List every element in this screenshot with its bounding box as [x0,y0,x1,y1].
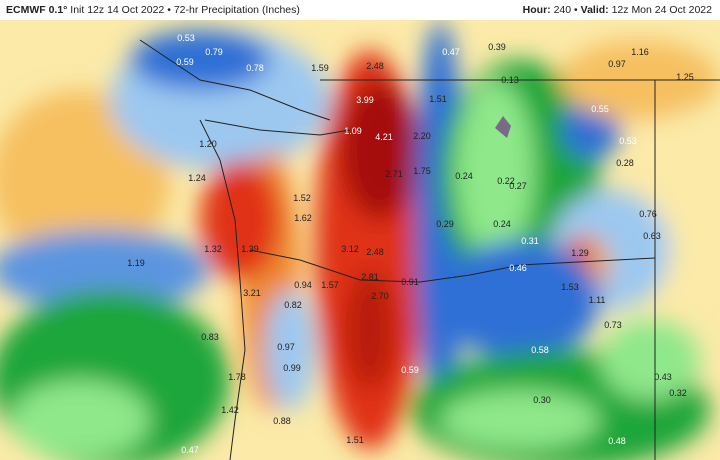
precip-value-label: 1.25 [676,72,694,82]
precip-value-label: 1.42 [221,405,239,415]
max-contour [495,116,511,138]
precip-value-label: 1.51 [346,435,364,445]
precip-value-label: 1.78 [228,372,246,382]
precip-value-label: 1.62 [294,213,312,223]
precip-value-label: 0.24 [493,219,511,229]
precip-value-label: 0.97 [277,342,295,352]
precip-value-label: 1.39 [241,244,259,254]
precip-value-label: 0.59 [176,57,194,67]
precip-value-label: 1.59 [311,63,329,73]
precip-value-label: 1.51 [429,94,447,104]
precip-value-label: 3.99 [356,95,374,105]
product-name: 72-hr Precipitation (Inches) [173,4,300,16]
state-border [249,249,656,283]
precip-value-label: 1.57 [321,280,339,290]
precip-value-label: 0.88 [273,416,291,426]
precip-value-label: 0.59 [401,365,419,375]
precip-value-label: 0.53 [177,33,195,43]
precip-value-label: 1.09 [344,126,362,136]
precip-value-label: 0.76 [639,209,657,219]
precip-value-label: 2.48 [366,61,384,71]
separator: • [167,4,171,16]
precip-value-label: 1.75 [413,166,431,176]
precipitation-map: 0.53 0.79 0.59 0.78 1.59 2.48 0.47 0.39 1.16 0.97… [0,20,720,460]
init-time: Init 12z 14 Oct 2022 [70,4,165,16]
valid-value: 12z Mon 24 Oct 2022 [611,4,712,16]
precip-value-label: 3.21 [243,288,261,298]
precip-value-label: 0.47 [442,47,460,57]
coastline [204,119,351,136]
precip-value-label: 1.32 [204,244,222,254]
precip-value-label: 2.81 [361,272,379,282]
precip-value-label: 0.30 [533,395,551,405]
precip-value-label: 0.43 [654,372,672,382]
precip-value-label: 0.48 [608,436,626,446]
precip-value-label: 0.97 [608,59,626,69]
precip-value-label: 4.21 [375,132,393,142]
precip-value-label: 1.29 [571,248,589,258]
coastline [199,119,246,460]
precip-value-label: 0.55 [591,104,609,114]
precip-value-label: 0.63 [643,231,661,241]
precip-value-label: 0.27 [509,181,527,191]
coastline [139,39,331,121]
precip-value-label: 1.19 [127,258,145,268]
model-name: ECMWF 0.1° [6,4,68,16]
map-header: ECMWF 0.1° Init 12z 14 Oct 2022 • 72-hr … [0,0,720,20]
precip-value-label: 1.16 [631,47,649,57]
separator: • [574,4,578,16]
hour-value: 240 [553,4,572,16]
header-right: Hour: 240 • Valid: 12z Mon 24 Oct 2022 [523,0,712,20]
precip-value-label: 2.70 [371,291,389,301]
precip-value-label: 0.79 [205,47,223,57]
precip-value-label: 0.39 [488,42,506,52]
precip-value-label: 3.12 [341,244,359,254]
precip-value-label: 0.82 [284,300,302,310]
precip-value-label: 2.20 [413,131,431,141]
precip-value-label: 2.71 [385,169,403,179]
precip-value-label: 0.73 [604,320,622,330]
precip-value-label: 0.32 [669,388,687,398]
precip-value-label: 0.24 [455,171,473,181]
precip-value-label: 1.52 [293,193,311,203]
precip-value-label: 0.31 [521,236,539,246]
precip-field [0,20,720,460]
borders [139,39,720,460]
precip-value-label: 0.91 [401,277,419,287]
precip-value-label: 0.99 [283,363,301,373]
header-left: ECMWF 0.1° Init 12z 14 Oct 2022 • 72-hr … [6,0,300,20]
precip-value-label: 0.13 [501,75,519,85]
precip-value-label: 0.94 [294,280,312,290]
hour-label: Hour: [522,4,551,16]
precip-value-label: 0.78 [246,63,264,73]
precip-value-label: 0.58 [531,345,549,355]
precip-value-label: 0.47 [181,445,199,455]
precip-value-label: 0.29 [436,219,454,229]
precip-value-label: 2.48 [366,247,384,257]
precip-value-label: 1.53 [561,282,579,292]
precip-value-label: 0.53 [619,136,637,146]
precip-value-label: 0.28 [616,158,634,168]
precip-value-label: 0.22 [497,176,515,186]
valid-label: Valid: [580,4,609,16]
precip-value-label: 1.24 [188,173,206,183]
precip-value-label: 0.46 [509,263,527,273]
precip-value-label: 1.11 [588,295,606,305]
precip-value-label: 1.20 [199,139,217,149]
precip-value-label: 0.83 [201,332,219,342]
